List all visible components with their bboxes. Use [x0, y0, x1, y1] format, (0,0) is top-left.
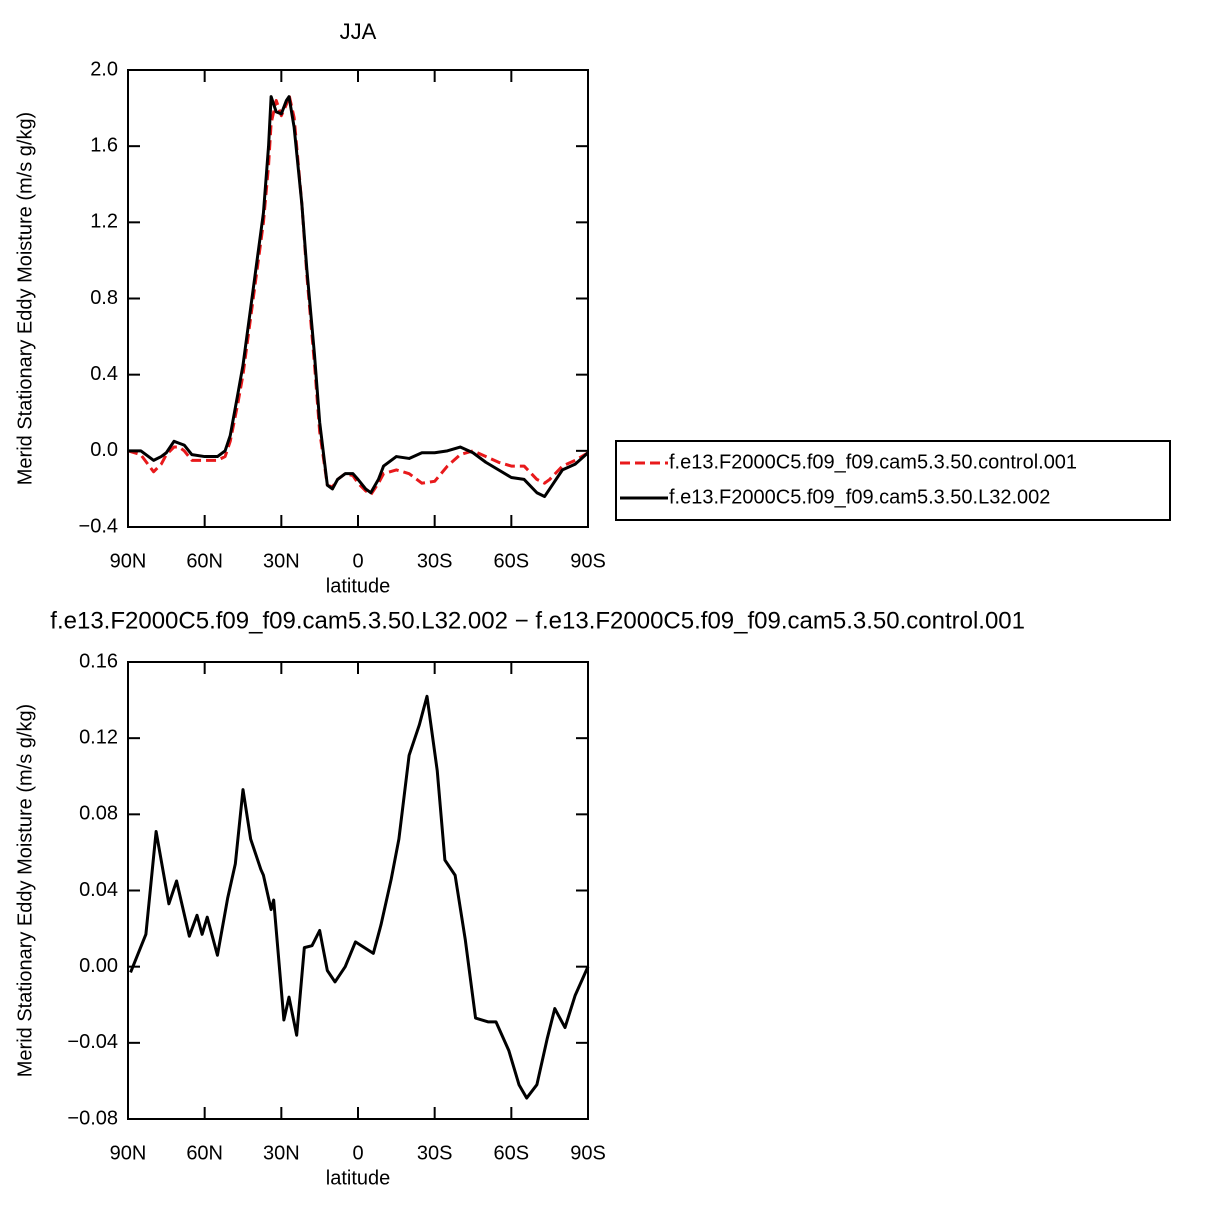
y-tick-label: 2.0	[90, 58, 118, 80]
y-tick-label: −0.04	[67, 1031, 118, 1053]
y-tick-label: 0.08	[79, 803, 118, 825]
data-line	[128, 95, 589, 499]
legend-label: f.e13.F2000C5.f09_f09.cam5.3.50.control.…	[669, 451, 1077, 473]
y-tick-label: 0.0	[90, 439, 118, 461]
legend-label: f.e13.F2000C5.f09_f09.cam5.3.50.L32.002	[669, 486, 1050, 508]
y-tick-label: 1.6	[90, 134, 118, 156]
y-axis-label: Merid Stationary Eddy Moisture (m/s g/kg…	[14, 112, 36, 485]
y-axis-label: Merid Stationary Eddy Moisture (m/s g/kg…	[14, 704, 36, 1077]
data-line	[127, 93, 589, 497]
x-tick-label: 30N	[263, 550, 300, 572]
y-tick-label: 0.00	[79, 955, 118, 977]
y-tick-label: 0.16	[79, 650, 118, 672]
x-tick-label: 90N	[110, 550, 147, 572]
chart-title: JJA	[340, 19, 377, 44]
legend-box	[615, 440, 1171, 521]
chart-title: f.e13.F2000C5.f09_f09.cam5.3.50.L32.002 …	[50, 607, 1025, 634]
data-line	[129, 694, 590, 1100]
x-tick-label: 60N	[186, 1142, 223, 1164]
x-tick-label: 30S	[417, 1142, 453, 1164]
x-tick-label: 30N	[263, 1142, 300, 1164]
x-axis-label: latitude	[326, 575, 391, 597]
plot-frame	[127, 69, 589, 528]
x-tick-label: 30S	[417, 550, 453, 572]
y-tick-label: 0.8	[90, 287, 118, 309]
x-axis-label: latitude	[326, 1167, 391, 1189]
y-tick-label: 0.4	[90, 363, 118, 385]
y-tick-label: −0.4	[79, 515, 118, 537]
x-tick-label: 90N	[110, 1142, 147, 1164]
y-tick-label: 0.04	[79, 879, 118, 901]
x-tick-label: 90S	[570, 550, 606, 572]
y-tick-label: 1.2	[90, 211, 118, 233]
x-tick-label: 0	[352, 550, 363, 572]
plot-frame	[127, 661, 589, 1120]
x-tick-label: 60N	[186, 550, 223, 572]
y-tick-label: 0.12	[79, 726, 118, 748]
y-tick-label: −0.08	[67, 1107, 118, 1129]
x-tick-label: 60S	[494, 1142, 530, 1164]
x-tick-label: 0	[352, 1142, 363, 1164]
x-tick-label: 60S	[494, 550, 530, 572]
x-tick-label: 90S	[570, 1142, 606, 1164]
